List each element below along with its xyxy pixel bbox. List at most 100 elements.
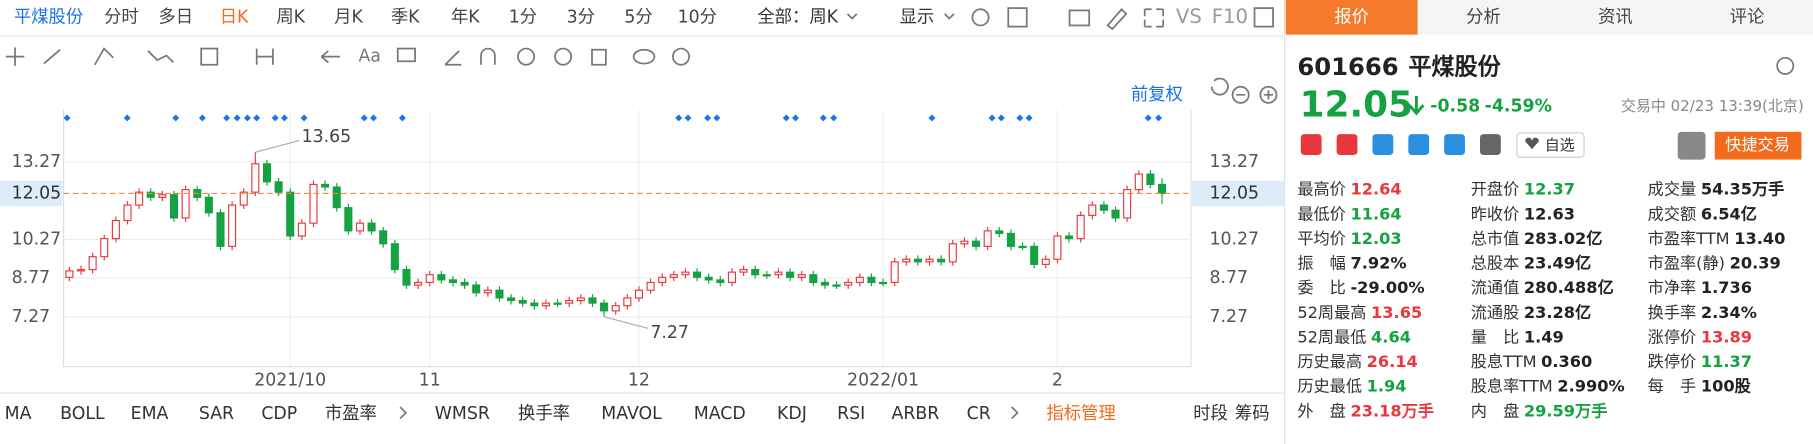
candle-body [483,289,492,294]
indicator-tab[interactable]: BOLL [60,404,105,424]
candle-body [402,268,411,286]
stock-title: 平煤股份 [1408,55,1501,81]
candle-body [716,279,725,284]
last-price-label: 12.05 [1209,183,1259,203]
chart [0,109,1285,368]
stock-name: 平煤股份 [14,7,83,27]
period-tab[interactable]: 月K [334,7,363,27]
more-arrow [399,406,408,420]
field-label: 成交量 [1648,179,1697,198]
indicator-tab[interactable]: 换手率 [518,404,570,424]
candle-body [1111,209,1120,219]
candle-body [600,302,609,312]
field-label: 昨收价 [1471,204,1520,223]
field-label: 委 比 [1297,278,1346,297]
period-tab[interactable]: 年K [451,7,480,27]
indicator-manage[interactable]: 指标管理 [1046,404,1115,424]
quote-field: 股息率TTM 2.990% [1471,376,1625,395]
trade-label: 快捷交易 [1725,135,1790,154]
period-tab[interactable]: 5分 [624,7,652,27]
candle-body [1064,235,1074,240]
panel-tab[interactable]: 报价 [1334,7,1369,27]
candle-body [309,183,318,224]
candle-body [983,230,992,247]
quote-field: 历史最低 1.94 [1297,376,1406,395]
candle-body [100,238,109,258]
period-tab[interactable]: 周K [276,7,305,27]
indicator-tab[interactable]: EMA [131,404,169,424]
period-tab[interactable]: 10分 [678,7,717,27]
period-tab[interactable]: 日K [220,7,249,27]
period-tab[interactable]: 分时 [104,7,139,27]
y-tick-label: 8.77 [1209,268,1248,288]
candle-body [1076,214,1085,240]
indicator-tab[interactable]: SAR [199,404,234,424]
indicator-tab[interactable]: RSI [837,404,865,424]
candle-body [111,219,120,240]
candle-body [669,274,678,278]
indicator-tab[interactable]: MACD [694,404,746,424]
event-marker [172,114,180,122]
last-price-box [1192,180,1285,207]
indicator-tab[interactable]: ARBR [891,404,939,424]
field-label: 历史最高 [1297,352,1362,371]
period-tab[interactable]: 1分 [509,7,537,27]
candle-body [960,240,969,245]
candle-body [321,183,330,188]
last-price-box [0,180,63,207]
candle-body [576,297,585,302]
y-tick-label: 7.27 [12,307,51,327]
display-menu[interactable]: 显示 [900,7,935,27]
field-label: 换手率 [1648,302,1697,321]
candle-body [414,281,423,286]
indicator-tab[interactable]: 市盈率 [325,404,377,424]
event-marker [243,114,251,122]
field-label: 52周最低 [1297,327,1366,346]
event-marker [713,114,721,122]
side-tool[interactable]: 时段 [1193,404,1228,424]
range-select[interactable]: 全部：周K [757,7,838,27]
indicator-tab[interactable]: MAVOL [601,404,662,424]
period-tab[interactable]: 季K [391,7,420,27]
indicator-tab[interactable]: CR [967,404,991,424]
candle-body [634,289,643,299]
indicator-tab[interactable]: KDJ [777,404,807,424]
field-value: 12.03 [1350,228,1401,247]
indicator-tab[interactable]: CDP [261,404,297,424]
field-label: 流通股 [1471,302,1520,321]
candle-body [925,258,934,263]
candle-body [158,194,167,198]
candle-body [181,188,190,219]
panel-tab[interactable]: 资讯 [1598,7,1633,27]
candle-body [867,276,876,284]
field-value: 11.37 [1701,352,1752,371]
candle-body [1053,235,1062,260]
side-tool[interactable]: 筹码 [1235,404,1270,424]
price-change-pct: -4.59% [1485,96,1552,116]
x-tick-label: 11 [419,370,441,390]
candle-body [611,305,620,312]
event-marker [370,114,377,122]
event-marker [280,114,288,122]
period-tab[interactable]: 多日 [158,7,193,27]
indicator-tab[interactable]: WMSR [435,404,490,424]
candle-body [855,276,864,284]
candle-body [228,204,237,247]
field-value: 283.02亿 [1524,228,1603,247]
candle-body [972,240,981,247]
trade-button[interactable] [1714,131,1802,160]
panel-tab[interactable]: 分析 [1466,7,1501,27]
heart-icon [1525,137,1539,150]
event-marker [398,114,406,122]
candle-body [786,271,795,278]
field-value: 13.89 [1701,327,1752,346]
candle-body [169,194,179,219]
panel-tab[interactable]: 评论 [1730,7,1765,27]
candle-body [704,276,713,281]
indicator-tab[interactable]: MA [5,404,32,424]
bell-button [1677,131,1706,160]
candle-body [739,268,748,273]
candle-body [76,268,86,272]
period-tab[interactable]: 3分 [567,7,595,27]
